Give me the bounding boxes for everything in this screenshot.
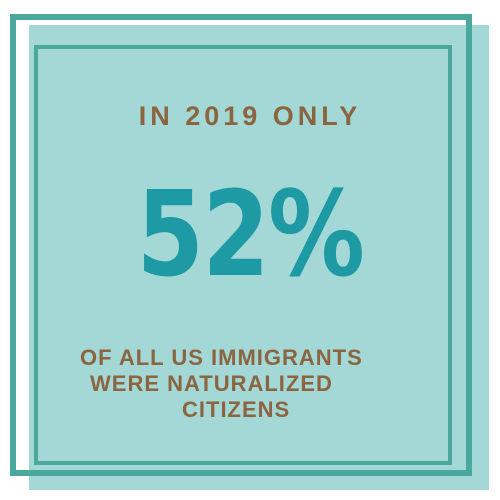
caption-line: WERE NATURALIZED (90, 371, 333, 396)
outer-frame (10, 14, 472, 476)
caption-line: CITIZENS (182, 397, 291, 422)
statistic-value: 52% (136, 165, 365, 303)
caption-line: OF ALL US IMMIGRANTS (80, 345, 363, 370)
caption: OF ALL US IMMIGRANTS WERE NATURALIZED CI… (80, 345, 440, 423)
infographic-card (34, 45, 452, 465)
headline: IN 2019 ONLY (138, 101, 362, 131)
